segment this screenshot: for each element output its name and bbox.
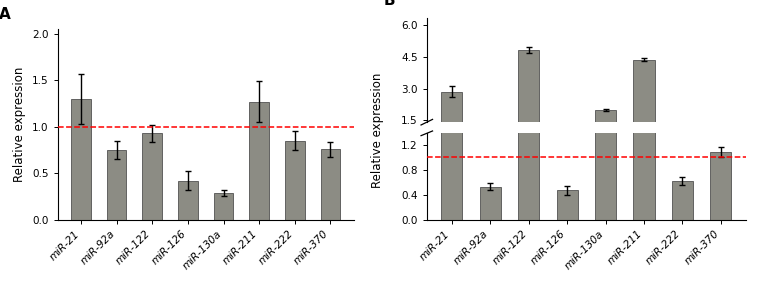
Bar: [557, 190, 578, 220]
Bar: [249, 102, 269, 220]
Bar: [672, 181, 693, 220]
Bar: [214, 193, 233, 220]
Bar: [595, 110, 616, 152]
Bar: [107, 150, 126, 220]
Bar: [595, 94, 616, 220]
Bar: [634, 0, 654, 220]
Bar: [480, 141, 501, 152]
Bar: [711, 152, 731, 220]
Text: B: B: [384, 0, 395, 8]
Y-axis label: Relative expression: Relative expression: [371, 73, 384, 188]
Bar: [285, 141, 305, 220]
Bar: [178, 181, 198, 220]
Bar: [711, 130, 731, 152]
Bar: [634, 60, 654, 152]
Bar: [518, 0, 539, 220]
Bar: [480, 187, 501, 220]
Y-axis label: Relative expression: Relative expression: [14, 67, 26, 182]
Bar: [518, 50, 539, 152]
Bar: [441, 41, 462, 220]
Bar: [142, 133, 162, 220]
Bar: [321, 149, 341, 220]
Bar: [672, 139, 693, 152]
Bar: [557, 142, 578, 152]
Bar: [441, 92, 462, 152]
Text: A: A: [0, 7, 10, 22]
Bar: [72, 99, 91, 220]
